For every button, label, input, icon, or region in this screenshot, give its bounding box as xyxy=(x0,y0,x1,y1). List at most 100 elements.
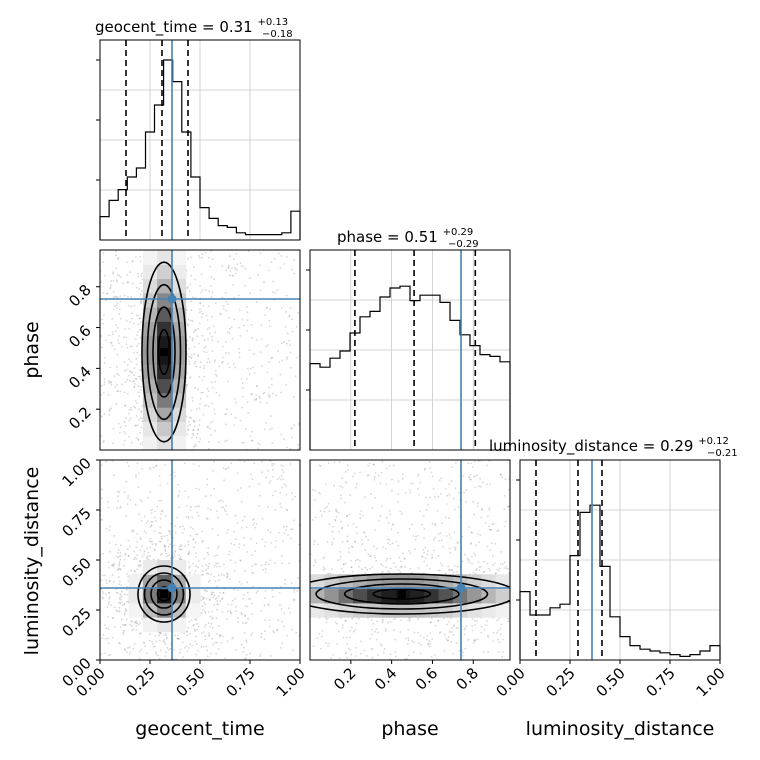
sample-point xyxy=(284,581,286,583)
sample-point xyxy=(145,169,147,171)
sample-point xyxy=(247,367,249,370)
sample-point xyxy=(158,475,161,477)
sample-point xyxy=(160,457,162,459)
sample-point xyxy=(346,656,349,659)
sample-point xyxy=(189,632,191,635)
sample-point xyxy=(157,654,160,657)
sample-point xyxy=(346,540,349,543)
sample-point xyxy=(271,494,274,497)
sample-point xyxy=(394,651,397,653)
sample-point xyxy=(355,647,358,649)
sample-point xyxy=(108,380,110,382)
sample-point xyxy=(323,567,326,570)
sample-point xyxy=(167,166,169,168)
sample-point xyxy=(226,380,229,383)
sample-point xyxy=(468,526,470,528)
sample-point xyxy=(114,386,117,388)
sample-point xyxy=(341,526,343,529)
density-cell xyxy=(142,350,158,365)
sample-point xyxy=(213,460,216,463)
sample-point xyxy=(111,563,114,566)
sample-point xyxy=(508,572,510,575)
sample-point xyxy=(110,341,113,344)
sample-point xyxy=(544,584,546,586)
sample-point xyxy=(141,618,143,620)
sample-point xyxy=(350,545,353,548)
sample-point xyxy=(302,587,304,589)
sample-point xyxy=(192,400,194,403)
sample-point xyxy=(189,319,192,322)
truth-point xyxy=(167,294,177,304)
sample-point xyxy=(229,255,231,257)
sample-point xyxy=(428,640,431,642)
density-cell xyxy=(157,574,172,590)
sample-point xyxy=(178,637,181,640)
sample-point xyxy=(196,505,199,508)
sample-point xyxy=(198,564,200,566)
sample-point xyxy=(245,526,248,529)
sample-point xyxy=(116,353,119,356)
sample-point xyxy=(104,274,106,277)
sample-point xyxy=(158,186,160,188)
sample-point xyxy=(214,641,217,644)
sample-point xyxy=(437,620,440,622)
sample-point xyxy=(374,529,377,531)
sample-point xyxy=(116,610,118,613)
sample-point xyxy=(313,543,316,546)
sample-point xyxy=(340,520,342,523)
sample-point xyxy=(126,364,129,366)
sample-point xyxy=(200,316,203,319)
sample-point xyxy=(398,556,400,559)
tick-label-x: 0.25 xyxy=(542,664,578,700)
sample-point xyxy=(112,308,115,311)
sample-point xyxy=(124,553,127,555)
sample-point xyxy=(347,551,350,553)
contour-level xyxy=(137,565,191,623)
sample-point xyxy=(234,366,236,369)
sample-point xyxy=(286,565,288,567)
sample-point xyxy=(270,357,273,360)
sample-point xyxy=(503,567,506,569)
sample-point xyxy=(334,518,337,521)
sample-point xyxy=(273,631,275,634)
sample-point xyxy=(189,376,192,378)
sample-point xyxy=(391,478,393,481)
sample-point xyxy=(214,598,217,600)
sample-point xyxy=(109,653,111,656)
sample-point xyxy=(232,284,235,286)
sample-point xyxy=(139,622,141,624)
sample-point xyxy=(142,483,144,485)
sample-point xyxy=(293,591,296,593)
sample-point xyxy=(232,363,235,366)
sample-point xyxy=(263,391,266,394)
sample-point xyxy=(476,505,479,508)
sample-point xyxy=(118,601,120,604)
sample-point xyxy=(192,429,195,431)
sample-point xyxy=(350,653,353,656)
sample-point xyxy=(268,563,270,566)
sample-point xyxy=(178,548,181,551)
sample-point xyxy=(471,562,473,565)
tick-label-y: 0.75 xyxy=(58,504,94,540)
sample-point xyxy=(130,360,132,363)
sample-point xyxy=(249,367,252,370)
density-cell xyxy=(157,378,172,394)
sample-point xyxy=(355,622,358,625)
sample-point xyxy=(193,618,196,620)
sample-point xyxy=(554,597,556,599)
sample-point xyxy=(476,533,479,535)
sample-point xyxy=(95,538,97,540)
sample-point xyxy=(158,499,160,502)
sample-point xyxy=(268,589,270,591)
sample-point xyxy=(218,500,220,503)
sample-point xyxy=(195,533,197,536)
sample-point xyxy=(164,515,167,517)
sample-point xyxy=(139,417,142,419)
contour-level xyxy=(310,573,510,615)
density-cell xyxy=(367,574,382,590)
sample-point xyxy=(156,202,158,204)
sample-point xyxy=(124,405,127,408)
sample-point xyxy=(150,521,153,523)
sample-point xyxy=(105,339,107,341)
sample-point xyxy=(222,591,225,594)
